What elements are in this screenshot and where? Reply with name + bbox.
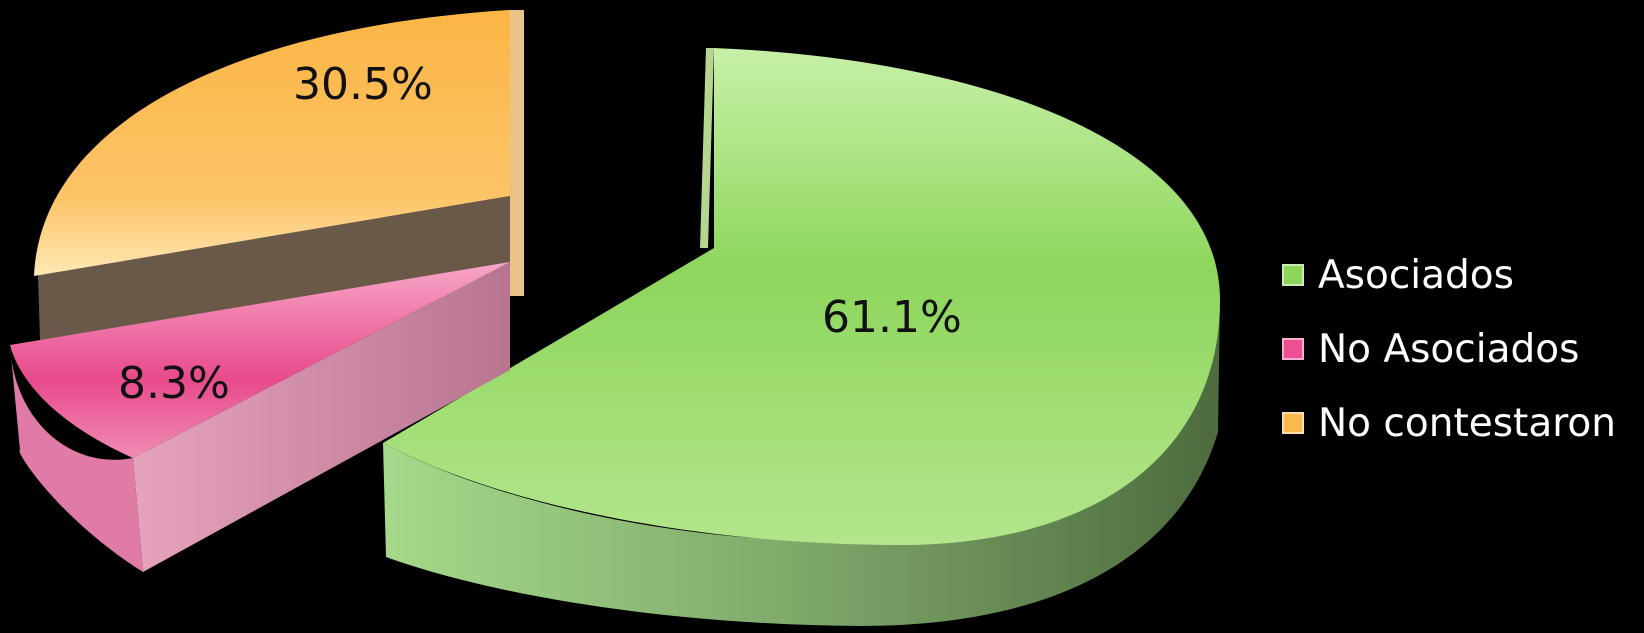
- slice-no-asociados-curve: [10, 345, 143, 572]
- slice-asociados: [383, 48, 1220, 545]
- legend-label-no-contestaron: No contestaron: [1318, 400, 1617, 446]
- slice-no-asociados-side: [133, 262, 510, 572]
- data-label-asociados: 61.1%: [822, 292, 962, 343]
- slice-no-contestaron-edge: [510, 10, 524, 296]
- legend-label-no-asociados: No Asociados: [1318, 326, 1580, 372]
- legend-swatch-no-contestaron: [1282, 412, 1304, 434]
- slice-no-contestaron: [34, 10, 510, 276]
- legend-item-no-asociados: No Asociados: [1282, 312, 1616, 386]
- data-label-no-asociados: 8.3%: [118, 358, 230, 409]
- slice-asociados-inner-face: [700, 48, 714, 248]
- legend-label-asociados: Asociados: [1318, 252, 1514, 298]
- legend-swatch-asociados: [1282, 264, 1304, 286]
- slice-no-asociados: [10, 262, 510, 458]
- slice-asociados-side: [383, 300, 1220, 626]
- legend-item-asociados: Asociados: [1282, 238, 1616, 312]
- slice-no-contestaron-side: [38, 196, 510, 340]
- legend: Asociados No Asociados No contestaron: [1282, 238, 1616, 460]
- data-label-no-contestaron: 30.5%: [293, 59, 433, 110]
- legend-swatch-no-asociados: [1282, 338, 1304, 360]
- legend-item-no-contestaron: No contestaron: [1282, 386, 1616, 460]
